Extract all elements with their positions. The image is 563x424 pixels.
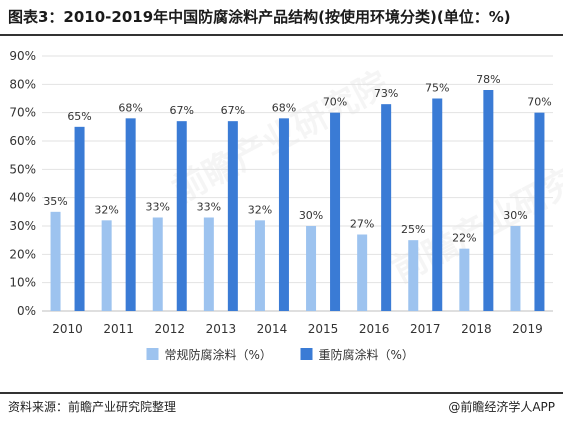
data-label: 70% [527, 96, 551, 109]
bar-heavy-duty [125, 118, 136, 311]
data-label: 32% [94, 203, 118, 216]
data-label: 30% [503, 209, 527, 222]
bar-heavy-duty [278, 118, 289, 311]
data-label: 33% [146, 201, 170, 214]
app-credit: @前瞻经济学人APP [448, 400, 555, 414]
data-label: 75% [425, 82, 449, 95]
data-label: 33% [197, 201, 221, 214]
bar-conventional [408, 240, 419, 311]
y-tick-label: 0% [17, 304, 36, 318]
x-tick-label: 2010 [52, 322, 83, 336]
data-label: 67% [221, 104, 245, 117]
data-label: 68% [118, 101, 142, 114]
bar-conventional [306, 226, 317, 311]
bar-heavy-duty [483, 90, 494, 311]
y-tick-label: 80% [9, 77, 36, 91]
footer-divider [0, 392, 563, 394]
bar-heavy-duty [227, 121, 238, 312]
x-tick-label: 2011 [103, 322, 134, 336]
bar-conventional [101, 220, 112, 311]
data-label: 32% [248, 203, 272, 216]
legend-label: 重防腐涂料（%） [319, 347, 414, 362]
bar-heavy-duty [176, 121, 187, 312]
x-tick-label: 2015 [308, 322, 339, 336]
bar-conventional [510, 226, 521, 311]
data-label: 65% [67, 110, 91, 123]
y-tick-label: 90% [9, 49, 36, 63]
bar-conventional [254, 220, 265, 311]
x-tick-label: 2013 [206, 322, 237, 336]
bar-conventional [50, 211, 61, 311]
legend-label: 常规防腐涂料（%） [165, 347, 272, 362]
x-tick-label: 2012 [154, 322, 185, 336]
y-tick-label: 50% [9, 162, 36, 176]
legend-swatch [300, 348, 313, 360]
x-tick-label: 2014 [257, 322, 288, 336]
y-tick-label: 40% [9, 191, 36, 205]
x-tick-label: 2019 [512, 322, 543, 336]
legend-swatch [146, 348, 159, 360]
y-tick-label: 70% [9, 106, 36, 120]
bar-conventional [459, 248, 470, 311]
bar-heavy-duty [534, 112, 545, 312]
source-note: 资料来源：前瞻产业研究院整理 [8, 400, 177, 414]
data-label: 35% [43, 195, 67, 208]
bar-conventional [203, 217, 214, 311]
y-tick-label: 10% [9, 276, 36, 290]
y-tick-label: 20% [9, 247, 36, 261]
bar-conventional [357, 234, 368, 311]
data-label: 70% [323, 96, 347, 109]
data-label: 30% [299, 209, 323, 222]
bar-heavy-duty [330, 112, 341, 312]
chart-title: 图表3：2010-2019年中国防腐涂料产品结构(按使用环境分类)(单位：%) [8, 8, 511, 26]
data-label: 27% [350, 218, 374, 231]
y-tick-label: 30% [9, 219, 36, 233]
bar-heavy-duty [74, 126, 85, 311]
data-label: 22% [452, 232, 476, 245]
data-label: 68% [272, 101, 296, 114]
x-tick-label: 2017 [410, 322, 441, 336]
data-label: 73% [374, 87, 398, 100]
x-tick-label: 2016 [359, 322, 390, 336]
data-label: 78% [476, 73, 500, 86]
data-label: 25% [401, 223, 425, 236]
bar-heavy-duty [381, 104, 392, 312]
bar-heavy-duty [432, 98, 443, 311]
x-tick-label: 2018 [461, 322, 492, 336]
data-label: 67% [170, 104, 194, 117]
y-tick-label: 60% [9, 134, 36, 148]
title-divider [0, 34, 563, 36]
bar-conventional [152, 217, 163, 311]
bar-chart: 0% 10% 20% 30% 40% 50% 60% 70% 80% 90% 35% 65% 2010 3… [9, 49, 553, 362]
